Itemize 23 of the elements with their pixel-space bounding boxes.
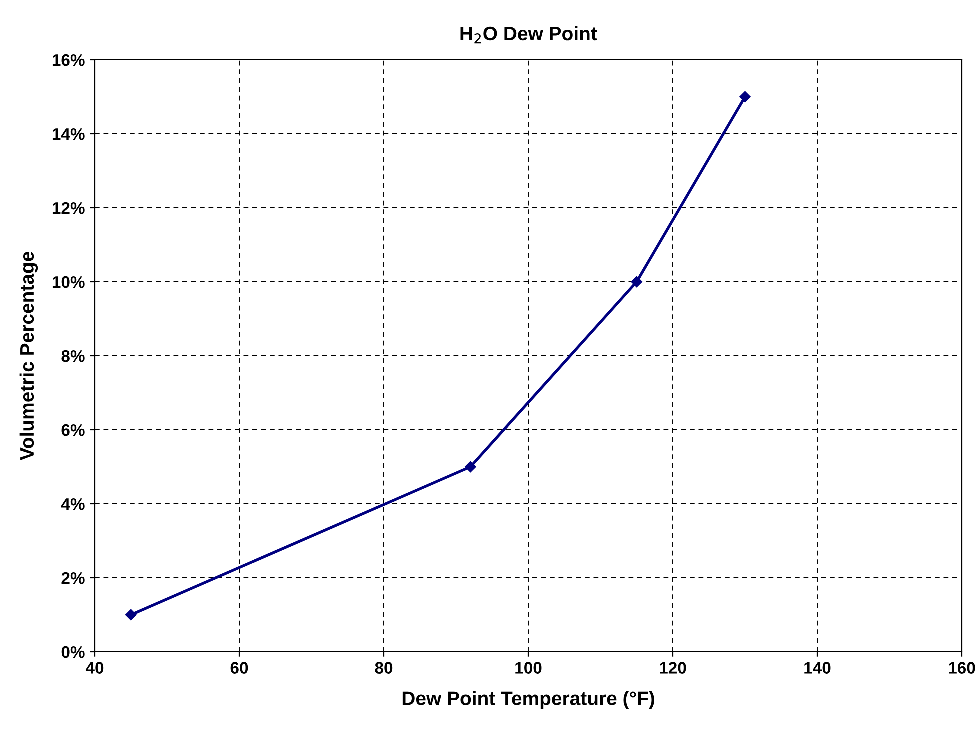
y-tick-label: 12% [52,202,85,214]
y-tick-label: 14% [52,128,85,140]
x-tick-label: 160 [949,662,976,674]
y-tick-label: 2% [62,572,85,584]
point [631,276,642,288]
y-tick-label: 4% [61,498,85,510]
chart-title: H$_{2}$O Dew Point [460,26,598,44]
y-tick-label: 16% [52,54,85,66]
y-tick-label: 6% [62,424,85,436]
y-tick-label: 0% [62,646,85,658]
point [465,461,476,473]
point [740,91,751,103]
x-tick-label: 40 [86,662,104,674]
y-tick-label: 10% [52,276,85,288]
y-tick-label: 8% [62,350,85,362]
x-axis-title: Dew Point Temperature (°F) [402,691,654,710]
x-tick-label: 120 [660,662,686,674]
x-tick-label: 80 [375,662,393,674]
y-axis-title: Volumetric Percentage [20,252,38,461]
x-tick-label: 100 [516,662,542,674]
x-tick-label: 140 [804,662,831,674]
x-tick-label: 60 [230,662,248,674]
point [126,609,137,621]
